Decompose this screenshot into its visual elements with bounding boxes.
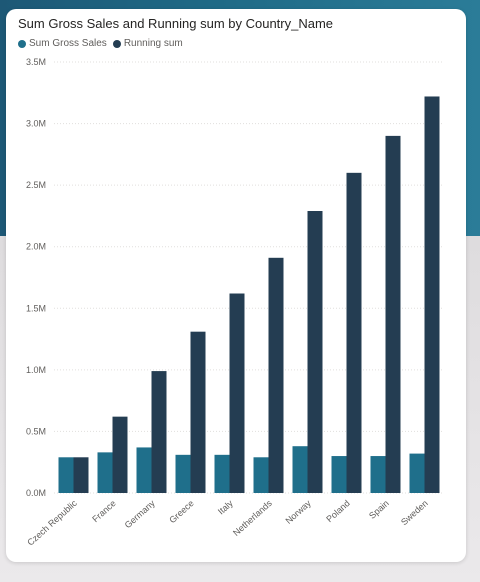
legend-item-sum-gross-sales[interactable]: Sum Gross Sales [18,38,107,49]
bar-sum-gross-sales-poland[interactable] [331,456,347,493]
bar-sum-gross-sales-netherlands[interactable] [253,457,269,493]
bar-sum-gross-sales-greece[interactable] [175,454,191,493]
y-tick-label: 3.0M [26,119,46,129]
y-tick-label: 2.5M [26,180,46,190]
bar-running-sum-france[interactable] [112,416,128,493]
bar-sum-gross-sales-france[interactable] [97,452,113,493]
bar-sum-gross-sales-germany[interactable] [136,447,152,493]
y-tick-label: 0.5M [26,426,46,436]
x-tick-label: Spain [367,498,391,521]
bar-running-sum-greece[interactable] [190,331,206,493]
x-tick-label: Poland [324,498,352,524]
y-tick-label: 2.0M [26,242,46,252]
x-tick-label: Greece [167,498,196,525]
legend-label-running-sum: Running sum [123,38,183,49]
bar-running-sum-czech-republic[interactable] [73,457,89,493]
legend-marker-running-sum [112,39,121,48]
bar-sum-gross-sales-italy[interactable] [214,454,230,493]
legend-marker-sum-gross-sales [18,39,26,48]
bar-sum-gross-sales-spain[interactable] [370,456,386,493]
y-tick-label: 1.0M [26,365,46,375]
y-tick-label: 0.0M [26,488,46,498]
bar-running-sum-netherlands[interactable] [268,257,284,493]
x-tick-label: Germany [123,498,158,531]
bar-running-sum-italy[interactable] [229,293,245,493]
bar-running-sum-spain[interactable] [385,135,401,493]
bar-running-sum-sweden[interactable] [424,96,440,493]
x-tick-label: Italy [216,498,235,517]
bar-sum-gross-sales-sweden[interactable] [409,453,425,493]
x-tick-label: Norway [283,498,313,526]
chart-legend: Sum Gross Sales Running sum [18,38,189,49]
chart-title: Sum Gross Sales and Running sum by Count… [18,16,334,31]
bar-running-sum-poland[interactable] [346,172,362,494]
x-tick-label: Netherlands [231,498,274,538]
chart-plot-area: 0.0M 0.5M 1.0M 1.5M 2.0M 2.5M 3.0M 3.5M Czech Re… [25,57,444,548]
legend-label-sum-gross-sales: Sum Gross Sales [29,38,107,49]
x-tick-label: France [90,498,118,524]
x-tick-label: Czech Republic [25,498,79,548]
chart-card[interactable]: Sum Gross Sales and Running sum by Count… [6,9,466,562]
bar-sum-gross-sales-czech-republic[interactable] [58,457,74,493]
y-tick-label: 3.5M [26,57,46,67]
bar-running-sum-norway[interactable] [307,211,323,493]
y-tick-label: 1.5M [26,303,46,313]
legend-item-running-sum[interactable]: Running sum [112,38,183,49]
bar-running-sum-germany[interactable] [151,371,167,493]
bar-sum-gross-sales-norway[interactable] [292,446,308,493]
x-tick-label: Sweden [399,498,430,527]
